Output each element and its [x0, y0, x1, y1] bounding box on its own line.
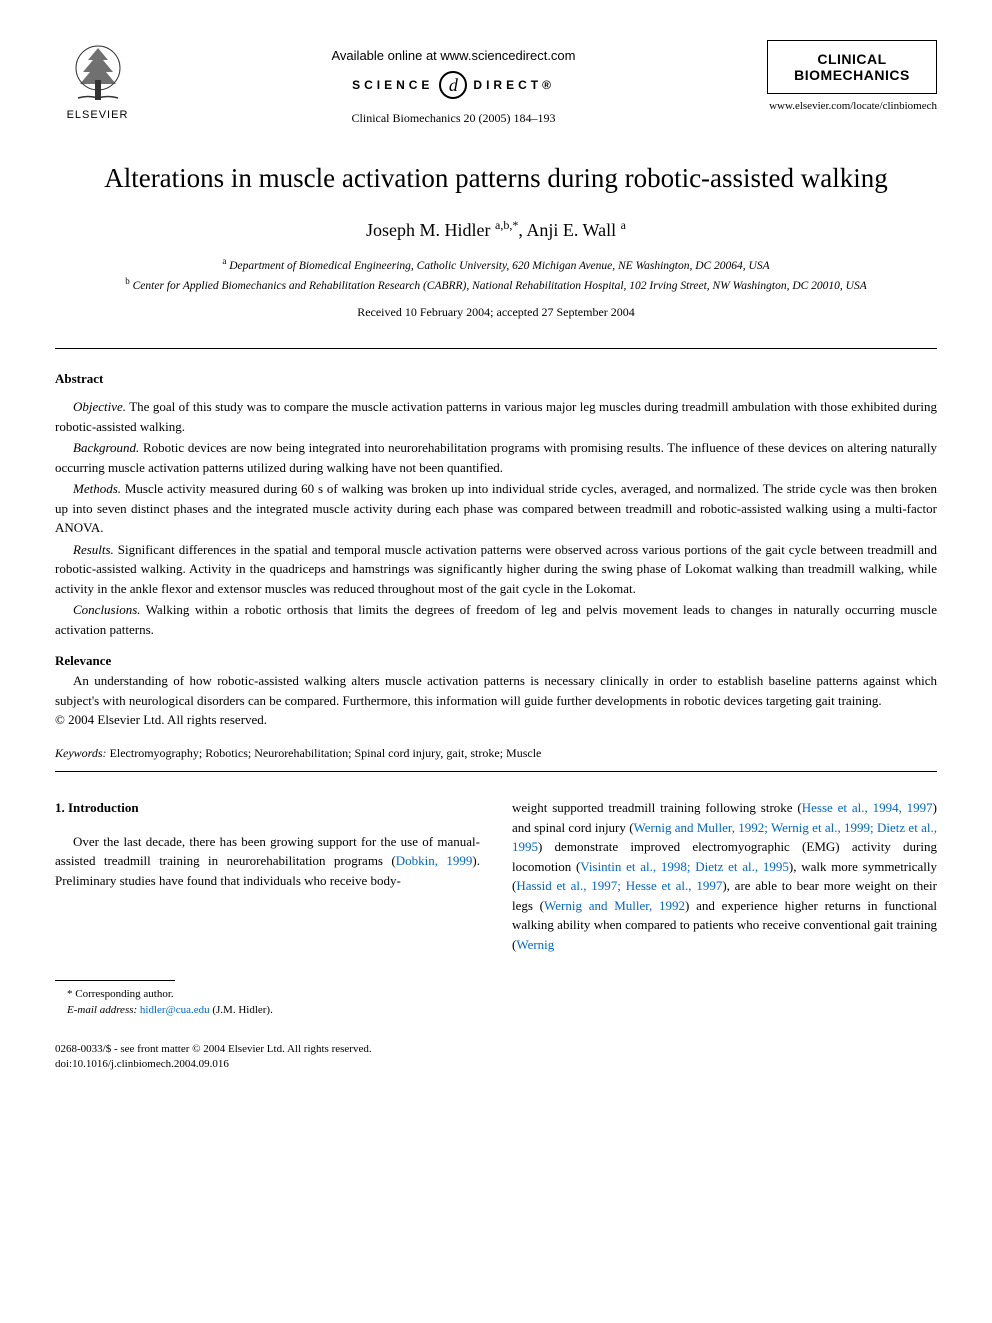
abstract-background: Background. Robotic devices are now bein…	[55, 438, 937, 477]
email-post: (J.M. Hidler).	[210, 1004, 273, 1016]
affiliations: a Department of Biomedical Engineering, …	[55, 255, 937, 295]
relevance-body: An understanding of how robotic-assisted…	[55, 671, 937, 710]
cite-wernig-muller[interactable]: Wernig and Muller, 1992	[544, 898, 685, 913]
sd-icon: d	[439, 71, 467, 99]
cite-hassid-hesse[interactable]: Hassid et al., 1997; Hesse et al., 1997	[516, 878, 722, 893]
author-2-name: Anji E. Wall	[526, 220, 616, 240]
methods-text: Muscle activity measured during 60 s of …	[55, 481, 937, 535]
header-center: Available online at www.sciencedirect.co…	[140, 40, 767, 126]
objective-text: The goal of this study was to compare th…	[55, 399, 937, 434]
abstract-body: Objective. The goal of this study was to…	[55, 397, 937, 639]
abstract-methods: Methods. Muscle activity measured during…	[55, 479, 937, 538]
email-link[interactable]: hidler@cua.edu	[137, 1004, 209, 1016]
journal-url: www.elsevier.com/locate/clinbiomech	[767, 100, 937, 112]
citation-text: Clinical Biomechanics 20 (2005) 184–193	[140, 111, 767, 126]
science-direct-logo: SCIENCE d DIRECT®	[140, 71, 767, 99]
conclusions-label: Conclusions.	[73, 602, 141, 617]
body-columns: 1. Introduction Over the last decade, th…	[55, 798, 937, 1018]
article-title: Alterations in muscle activation pattern…	[55, 161, 937, 196]
abstract-objective: Objective. The goal of this study was to…	[55, 397, 937, 436]
author-1-name: Joseph M. Hidler	[366, 220, 491, 240]
publisher-name: ELSEVIER	[67, 109, 129, 121]
column-right: weight supported treadmill training foll…	[512, 798, 937, 1018]
aff-b-text: Center for Applied Biomechanics and Reha…	[130, 280, 867, 292]
footer-line-1: 0268-0033/$ - see front matter © 2004 El…	[55, 1042, 937, 1057]
corresponding-author-footnote: * Corresponding author.	[55, 987, 480, 1002]
divider-top	[55, 348, 937, 349]
intro-para-1-cont: weight supported treadmill training foll…	[512, 798, 937, 954]
intro-para-1: Over the last decade, there has been gro…	[55, 832, 480, 891]
email-label: E-mail address:	[67, 1004, 137, 1016]
results-text: Significant differences in the spatial a…	[55, 542, 937, 596]
copyright-line: © 2004 Elsevier Ltd. All rights reserved…	[55, 712, 937, 728]
relevance-heading: Relevance	[55, 653, 937, 669]
aff-a-text: Department of Biomedical Engineering, Ca…	[226, 260, 769, 272]
col2-pre: weight supported treadmill training foll…	[512, 800, 802, 815]
conclusions-text: Walking within a robotic orthosis that l…	[55, 602, 937, 637]
journal-name-line2: BIOMECHANICS	[780, 67, 924, 83]
elsevier-tree-icon	[68, 40, 128, 105]
column-left: 1. Introduction Over the last decade, th…	[55, 798, 480, 1018]
abstract-results: Results. Significant differences in the …	[55, 540, 937, 599]
author-2-sup: a	[621, 218, 626, 232]
divider-bottom	[55, 771, 937, 772]
background-label: Background.	[73, 440, 139, 455]
email-footnote: E-mail address: hidler@cua.edu (J.M. Hid…	[55, 1003, 480, 1018]
keywords-label: Keywords:	[55, 746, 107, 760]
relevance-text: An understanding of how robotic-assisted…	[55, 671, 937, 710]
journal-block: CLINICAL BIOMECHANICS www.elsevier.com/l…	[767, 40, 937, 112]
results-label: Results.	[73, 542, 114, 557]
journal-name-line1: CLINICAL	[780, 51, 924, 67]
available-online-text: Available online at www.sciencedirect.co…	[140, 48, 767, 63]
author-1-sup: a,b,*	[495, 218, 518, 232]
keywords-line: Keywords: Electromyography; Robotics; Ne…	[55, 746, 937, 761]
footer-line-2: doi:10.1016/j.clinbiomech.2004.09.016	[55, 1057, 937, 1072]
abstract-conclusions: Conclusions. Walking within a robotic or…	[55, 600, 937, 639]
cite-wernig-cont[interactable]: Wernig	[516, 937, 554, 952]
cite-visintin-dietz[interactable]: Visintin et al., 1998; Dietz et al., 199…	[580, 859, 789, 874]
journal-box: CLINICAL BIOMECHANICS	[767, 40, 937, 94]
authors-line: Joseph M. Hidler a,b,*, Anji E. Wall a	[55, 218, 937, 241]
objective-label: Objective.	[73, 399, 126, 414]
sd-left: SCIENCE	[352, 78, 433, 92]
introduction-heading: 1. Introduction	[55, 798, 480, 818]
cite-hesse[interactable]: Hesse et al., 1994, 1997	[802, 800, 933, 815]
header-row: ELSEVIER Available online at www.science…	[55, 40, 937, 126]
methods-label: Methods.	[73, 481, 121, 496]
cite-dobkin-1999[interactable]: Dobkin, 1999	[396, 853, 473, 868]
background-text: Robotic devices are now being integrated…	[55, 440, 937, 475]
abstract-heading: Abstract	[55, 371, 937, 387]
publisher-logo: ELSEVIER	[55, 40, 140, 121]
sd-right: DIRECT®	[473, 78, 555, 92]
keywords-text: Electromyography; Robotics; Neurorehabil…	[107, 746, 542, 760]
footer-block: 0268-0033/$ - see front matter © 2004 El…	[55, 1042, 937, 1073]
footnote-divider	[55, 980, 175, 981]
corr-text: Corresponding author.	[73, 988, 174, 1000]
received-accepted-dates: Received 10 February 2004; accepted 27 S…	[55, 305, 937, 320]
